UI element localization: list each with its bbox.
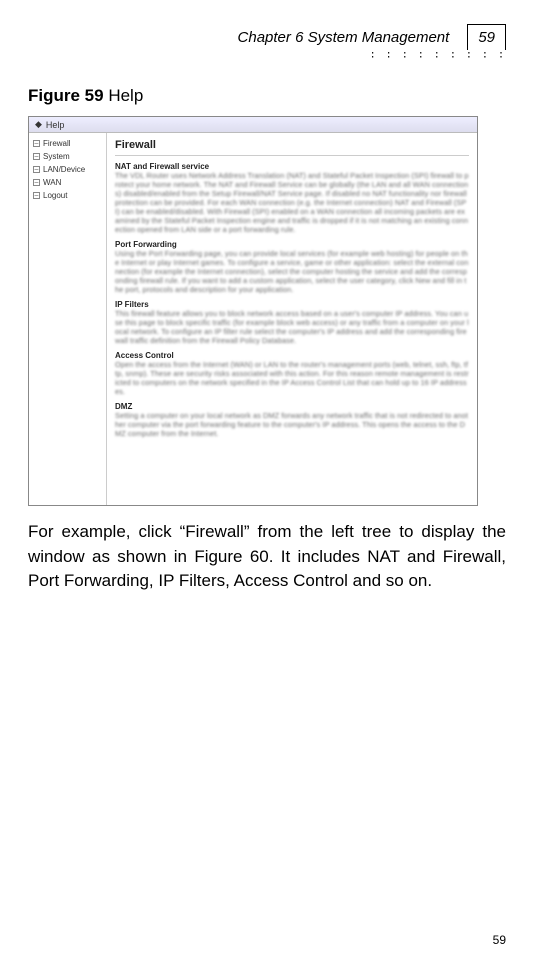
section-title: NAT and Firewall service — [115, 162, 469, 171]
collapse-icon: – — [33, 166, 40, 173]
header-dots: · · · · · · · · ·· · · · · · · · · — [28, 52, 506, 60]
figure-caption-text: Help — [108, 86, 143, 105]
section-body: Open the access from the Internet (WAN) … — [115, 360, 469, 396]
tree-item-wan[interactable]: – WAN — [33, 176, 102, 189]
collapse-icon: – — [33, 153, 40, 160]
section-body: Setting a computer on your local network… — [115, 411, 469, 438]
tree-item-label: WAN — [43, 176, 61, 189]
help-window-screenshot: ◆ Help – Firewall – System – LAN/Device — [28, 116, 478, 506]
section-body: The VDL Router uses Network Address Tran… — [115, 171, 469, 234]
collapse-icon: – — [33, 140, 40, 147]
collapse-icon: – — [33, 192, 40, 199]
section-title: Access Control — [115, 351, 469, 360]
panel-heading: Firewall — [115, 139, 469, 151]
collapse-icon: – — [33, 179, 40, 186]
section-title: Port Forwarding — [115, 240, 469, 249]
figure-caption: Figure 59 Help — [28, 86, 506, 106]
tree-item-label: LAN/Device — [43, 163, 85, 176]
chapter-title: Chapter 6 System Management — [238, 29, 450, 46]
divider — [115, 155, 469, 156]
tree-item-firewall[interactable]: – Firewall — [33, 137, 102, 150]
help-content-panel: Firewall NAT and Firewall service The VD… — [107, 133, 477, 505]
window-titlebar: ◆ Help — [29, 117, 477, 133]
section-body: This firewall feature allows you to bloc… — [115, 309, 469, 345]
window-title: Help — [46, 120, 65, 130]
page-number-box: 59 — [467, 24, 506, 50]
section-body: Using the Port Forwarding page, you can … — [115, 249, 469, 294]
section-title: IP Filters — [115, 300, 469, 309]
tree-item-label: System — [43, 150, 70, 163]
tree-item-label: Firewall — [43, 137, 71, 150]
nav-tree: – Firewall – System – LAN/Device – WAN – — [29, 133, 107, 505]
tree-item-system[interactable]: – System — [33, 150, 102, 163]
help-icon: ◆ — [35, 119, 42, 130]
tree-item-lan-device[interactable]: – LAN/Device — [33, 163, 102, 176]
tree-item-logout[interactable]: – Logout — [33, 189, 102, 202]
running-header: Chapter 6 System Management 59 — [28, 24, 506, 50]
footer-page-number: 59 — [493, 933, 506, 947]
tree-item-label: Logout — [43, 189, 67, 202]
body-paragraph: For example, click “Firewall” from the l… — [28, 520, 506, 594]
section-title: DMZ — [115, 402, 469, 411]
figure-caption-label: Figure 59 — [28, 86, 104, 105]
